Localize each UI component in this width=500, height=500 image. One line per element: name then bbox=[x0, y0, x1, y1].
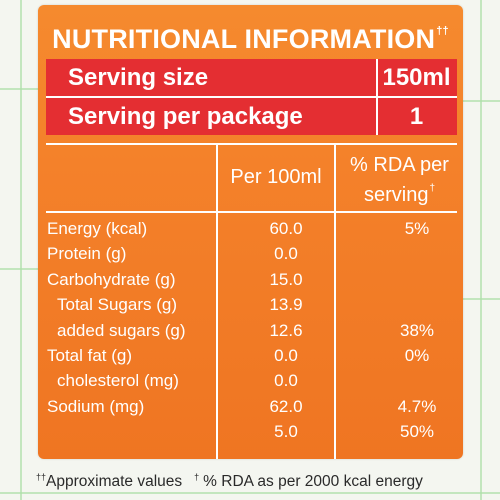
nutrient-row: Sodium (mg) 62.0 4.7% bbox=[38, 394, 463, 420]
nutrient-rda-value: 38% bbox=[399, 320, 435, 340]
nutrient-per100-value: 12.6 bbox=[269, 320, 303, 340]
row-divider bbox=[376, 59, 378, 96]
nutrient-row: 5.0 50% bbox=[38, 419, 463, 445]
footnote: ††Approximate values †% RDA as per 2000 k… bbox=[36, 466, 498, 490]
col-header-rda-line2: serving† bbox=[336, 177, 463, 207]
nutrient-per100-value: 0.0 bbox=[274, 346, 298, 365]
nutrient-label: Protein (g) bbox=[47, 244, 127, 264]
background-line bbox=[0, 492, 500, 494]
nutrient-label: cholesterol (mg) bbox=[57, 371, 179, 391]
nutrient-row: Protein (g) 0.0 bbox=[38, 241, 463, 267]
nutrient-per100-value: 5.0 bbox=[274, 422, 298, 442]
background-line bbox=[20, 0, 22, 500]
title-marker: †† bbox=[436, 25, 449, 37]
nutrient-label: Sodium (mg) bbox=[47, 396, 145, 416]
rda-marker: † bbox=[429, 183, 436, 194]
row-divider bbox=[376, 98, 378, 135]
background-line bbox=[480, 0, 482, 500]
col-header-per100: Per 100ml bbox=[218, 165, 334, 189]
nutrient-row: Total Sugars (g) 13.9 bbox=[38, 292, 463, 318]
footnote-text-1: Approximate values bbox=[46, 473, 183, 490]
nutrient-row: Total fat (g) 0.0 0% bbox=[38, 343, 463, 369]
panel-title: NUTRITIONAL INFORMATION†† bbox=[38, 5, 463, 57]
nutrient-label: Carbohydrate (g) bbox=[47, 269, 176, 289]
nutrient-rda-value: 0% bbox=[404, 346, 430, 365]
header-bottom-line bbox=[46, 211, 457, 213]
nutrient-label: Total fat (g) bbox=[47, 346, 133, 365]
nutrient-row: added sugars (g) 12.6 38% bbox=[38, 318, 463, 344]
servings-per-package-row: Serving per package 1 bbox=[46, 98, 457, 135]
col-header-per100-text: Per 100ml bbox=[230, 166, 322, 188]
column-divider-1 bbox=[216, 143, 218, 459]
nutrient-per100-value: 0.0 bbox=[274, 244, 298, 264]
nutrient-per100-value: 0.0 bbox=[274, 371, 298, 391]
serving-size-value: 150ml bbox=[382, 64, 451, 91]
background-line bbox=[0, 268, 38, 270]
nutrient-label: Total Sugars (g) bbox=[57, 295, 177, 315]
background-line bbox=[0, 88, 38, 90]
footnote-marker-1: †† bbox=[36, 472, 47, 482]
nutrient-rda-value: 4.7% bbox=[397, 396, 437, 416]
nutrient-row: Carbohydrate (g) 15.0 bbox=[38, 267, 463, 293]
nutrient-label: Energy (kcal) bbox=[47, 219, 148, 238]
serving-size-label: Serving size bbox=[68, 64, 209, 91]
serving-size-row: Serving size 150ml bbox=[46, 59, 457, 96]
nutrient-per100-value: 13.9 bbox=[269, 295, 303, 315]
footnote-marker-2: † bbox=[194, 472, 200, 482]
nutrition-panel: NUTRITIONAL INFORMATION†† Serving size 1… bbox=[38, 5, 463, 459]
nutrient-row: cholesterol (mg) 0.0 bbox=[38, 368, 463, 394]
col-header-rda-line1: % RDA per bbox=[350, 154, 449, 176]
footnote-text-2: % RDA as per 2000 kcal energy bbox=[203, 473, 423, 490]
table-top-line bbox=[46, 143, 457, 145]
nutrient-rda-value: 50% bbox=[399, 422, 435, 442]
nutrient-per100-value: 15.0 bbox=[269, 269, 303, 289]
servings-per-package-label: Serving per package bbox=[68, 103, 303, 130]
nutrient-per100-value: 60.0 bbox=[269, 219, 303, 238]
col-header-rda-line2-text: serving bbox=[363, 184, 429, 206]
title-text: NUTRITIONAL INFORMATION bbox=[52, 24, 436, 54]
nutrient-per100-value: 62.0 bbox=[269, 396, 303, 416]
column-divider-2 bbox=[334, 143, 336, 459]
nutrient-label: added sugars (g) bbox=[57, 320, 186, 340]
servings-per-package-value: 1 bbox=[409, 103, 424, 130]
col-header-rda: % RDA per serving† bbox=[336, 153, 463, 207]
nutrient-row: Energy (kcal) 60.0 5% bbox=[38, 216, 463, 242]
nutrient-rda-value: 5% bbox=[404, 219, 430, 238]
row-separator bbox=[46, 96, 457, 98]
